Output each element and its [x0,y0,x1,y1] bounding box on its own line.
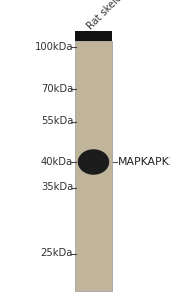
Text: 25kDa: 25kDa [41,248,73,259]
Text: 40kDa: 40kDa [41,157,73,167]
Text: 35kDa: 35kDa [41,182,73,193]
Bar [75,40,112,291]
Text: 100kDa: 100kDa [35,41,73,52]
Text: 55kDa: 55kDa [41,116,73,127]
Ellipse shape [78,149,109,175]
Text: Rat skeletal muscle: Rat skeletal muscle [86,0,160,32]
Text: MAPKAPK2: MAPKAPK2 [118,157,170,167]
Text: 70kDa: 70kDa [41,83,73,94]
Bar [75,32,112,40]
